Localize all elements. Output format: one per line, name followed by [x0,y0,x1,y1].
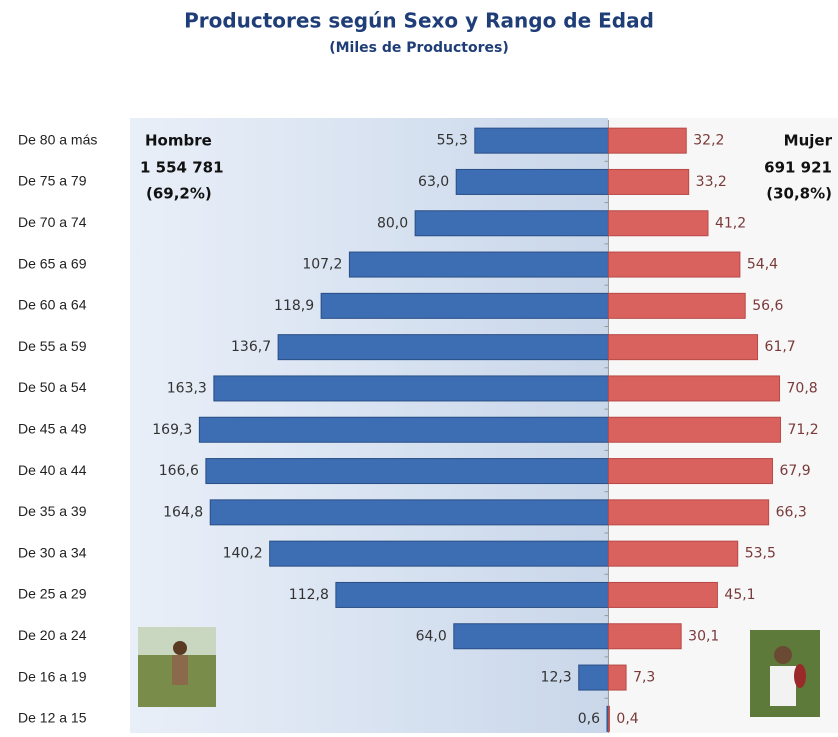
y-tick-label: De 75 a 79 [18,173,87,189]
bar [607,499,770,526]
bar [474,127,609,154]
share-label: (30,8%) [766,185,832,203]
y-tick-label: De 16 a 19 [18,668,87,684]
bar [607,375,781,402]
total-label: 691 921 [764,159,832,177]
bar [213,375,609,402]
y-tick-label: De 60 a 64 [18,297,87,313]
value-label: 66,3 [776,504,807,520]
bar [607,334,759,361]
bar [453,623,609,650]
total-label: 1 554 781 [140,159,224,177]
bar [348,251,609,278]
bar [607,664,627,691]
value-label: 164,8 [163,504,203,520]
y-tick-label: De 70 a 74 [18,214,87,230]
value-label: 67,9 [780,463,811,479]
value-label: 63,0 [418,174,449,190]
value-label: 71,2 [787,422,818,438]
value-label: 61,7 [765,339,796,355]
value-label: 54,4 [747,257,778,273]
bar [198,416,609,443]
value-label: 53,5 [745,546,776,562]
y-tick-label: De 80 a más [18,131,97,147]
value-label: 140,2 [223,546,263,562]
value-label: 12,3 [541,670,572,686]
y-tick-label: De 35 a 39 [18,503,87,519]
value-label: 118,9 [274,298,314,314]
y-tick-label: De 40 a 44 [18,462,87,478]
bar [607,623,682,650]
bar [607,292,746,319]
value-label: 7,3 [633,670,655,686]
bar [335,581,609,608]
bar [607,540,739,567]
bar [269,540,609,567]
bar [607,458,774,485]
y-tick-label: De 50 a 54 [18,379,87,395]
value-label: 64,0 [416,628,447,644]
value-label: 136,7 [231,339,271,355]
bar [414,210,609,237]
bar [607,251,741,278]
photo-farmer [138,627,216,707]
value-label: 30,1 [688,628,719,644]
value-label: 80,0 [377,215,408,231]
value-label: 163,3 [167,380,207,396]
value-label: 32,2 [693,133,724,149]
chart-subtitle: (Miles de Productores) [329,40,509,56]
bar [578,664,609,691]
y-tick-label: De 12 a 15 [18,710,87,726]
legend-label: Hombre [145,132,212,150]
value-label: 169,3 [152,422,192,438]
share-label: (69,2%) [146,185,212,203]
value-label: 107,2 [302,257,342,273]
value-label: 45,1 [724,587,755,603]
bar [607,581,718,608]
bar [607,416,781,443]
value-label: 33,2 [696,174,727,190]
value-label: 56,6 [752,298,783,314]
y-tick-label: De 45 a 49 [18,420,87,436]
y-tick-label: De 20 a 24 [18,627,87,643]
bar [607,127,687,154]
value-label: 0,4 [616,711,638,727]
value-label: 0,6 [578,711,600,727]
bar [320,292,609,319]
y-tick-label: De 25 a 29 [18,586,87,602]
bar [455,168,609,195]
photo-woman [750,630,820,717]
bar [277,334,609,361]
bar [607,168,690,195]
y-tick-label: De 30 a 34 [18,544,87,560]
value-label: 41,2 [715,215,746,231]
bar [209,499,609,526]
value-label: 166,6 [159,463,199,479]
legend-label: Mujer [784,132,833,150]
value-label: 112,8 [289,587,329,603]
bar [607,210,709,237]
y-tick-label: De 55 a 59 [18,338,87,354]
bar [205,458,609,485]
bar [607,705,610,732]
value-label: 70,8 [787,380,818,396]
y-tick-label: De 65 a 69 [18,255,87,271]
chart-title: Productores según Sexo y Rango de Edad [184,9,654,33]
value-label: 55,3 [437,133,468,149]
